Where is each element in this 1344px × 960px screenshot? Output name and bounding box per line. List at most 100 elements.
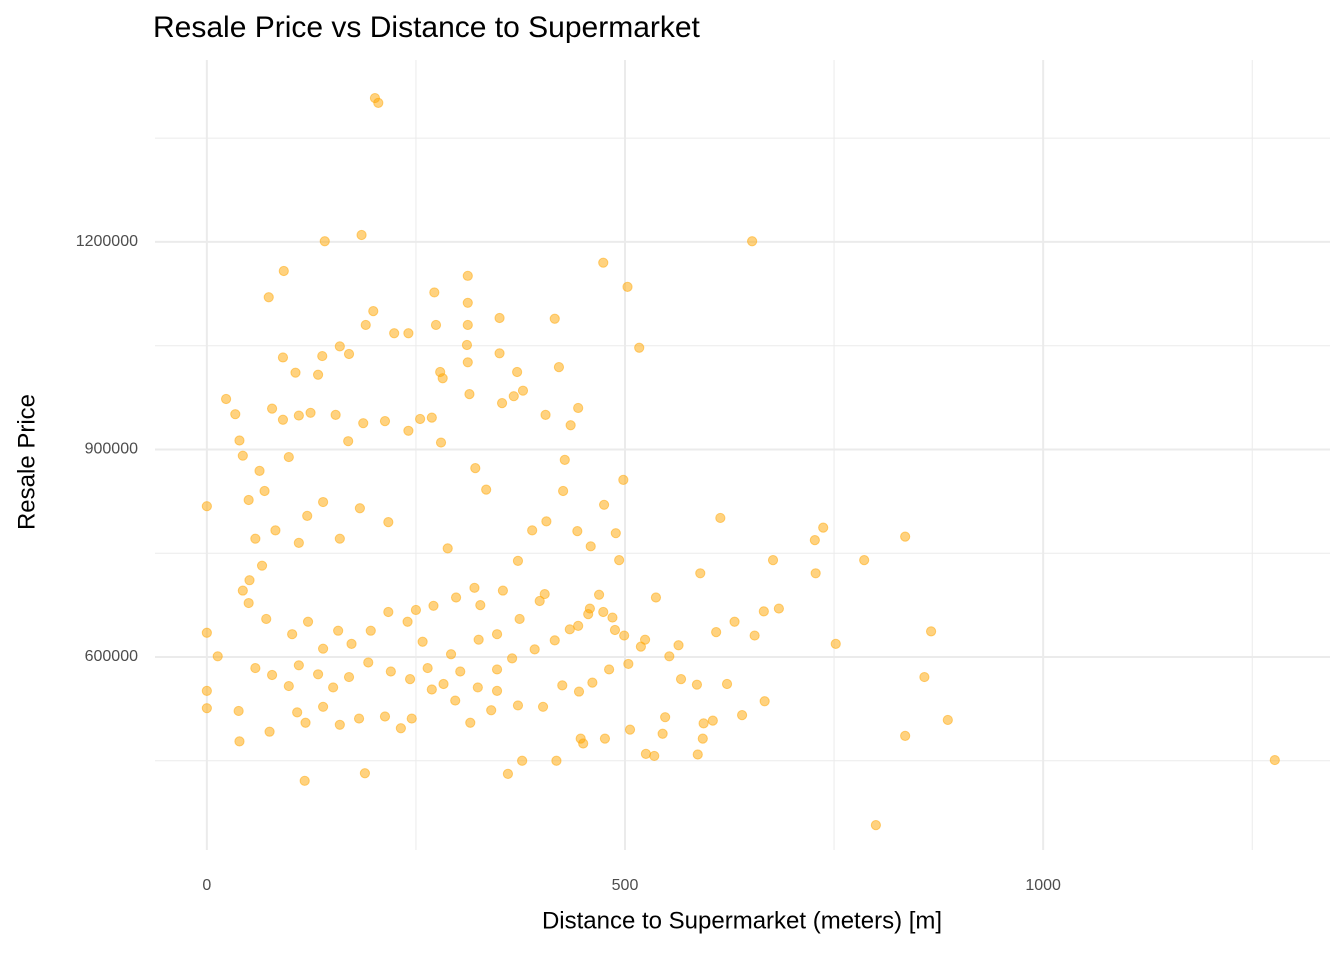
point xyxy=(429,287,440,298)
point xyxy=(870,819,881,831)
point xyxy=(512,555,524,566)
point xyxy=(470,463,481,474)
point xyxy=(506,653,518,664)
point xyxy=(462,357,473,368)
point xyxy=(572,525,583,537)
point xyxy=(585,541,596,552)
point xyxy=(573,620,584,631)
point xyxy=(410,604,422,616)
point xyxy=(379,416,391,427)
point xyxy=(557,680,568,691)
point xyxy=(859,555,870,566)
point xyxy=(312,369,324,380)
point xyxy=(462,270,473,281)
point xyxy=(438,678,449,690)
point xyxy=(450,695,461,706)
point xyxy=(333,625,344,636)
point xyxy=(512,366,523,378)
point xyxy=(319,236,330,247)
point xyxy=(305,407,316,418)
point xyxy=(283,680,294,692)
point xyxy=(383,606,394,618)
point xyxy=(491,685,503,696)
point xyxy=(395,723,406,734)
point xyxy=(553,362,565,373)
point xyxy=(312,669,324,680)
y-axis-title: Resale Price xyxy=(13,394,40,530)
point xyxy=(472,682,483,693)
point xyxy=(758,606,769,617)
point xyxy=(278,265,289,277)
point xyxy=(230,409,241,420)
point xyxy=(464,389,475,400)
point xyxy=(497,585,509,596)
point xyxy=(759,696,770,707)
point xyxy=(266,669,278,681)
point xyxy=(623,658,634,670)
point xyxy=(650,592,662,603)
point xyxy=(773,603,784,614)
point xyxy=(317,643,329,654)
point xyxy=(359,768,371,779)
point xyxy=(564,624,575,635)
point xyxy=(201,703,212,714)
point xyxy=(624,724,636,735)
point xyxy=(445,649,457,660)
point xyxy=(450,592,462,603)
y-tick-label: 900000 xyxy=(85,441,138,458)
point xyxy=(293,660,304,671)
point xyxy=(614,555,625,566)
x-tick-label: 1000 xyxy=(1025,877,1061,894)
point xyxy=(266,403,278,414)
x-tick-label: 0 xyxy=(202,877,211,894)
point xyxy=(302,510,313,521)
point xyxy=(259,485,270,497)
point xyxy=(462,319,473,331)
point xyxy=(373,97,384,108)
point xyxy=(346,638,357,649)
point xyxy=(491,629,503,640)
point xyxy=(512,700,524,711)
point xyxy=(942,714,953,726)
point xyxy=(368,306,379,317)
point xyxy=(442,543,453,554)
point xyxy=(649,750,660,762)
point xyxy=(201,685,212,696)
point xyxy=(264,726,275,737)
point xyxy=(657,728,668,739)
point xyxy=(549,635,560,646)
point xyxy=(598,606,609,618)
point xyxy=(383,517,394,528)
point xyxy=(317,496,329,508)
point xyxy=(607,612,618,623)
point xyxy=(697,733,708,744)
point xyxy=(534,595,545,607)
point xyxy=(692,749,703,760)
point xyxy=(558,485,569,497)
point xyxy=(293,410,304,421)
point xyxy=(417,636,428,647)
point xyxy=(491,664,503,675)
points xyxy=(201,92,1280,831)
point xyxy=(573,686,585,697)
point xyxy=(365,625,376,636)
chart-title: Resale Price vs Distance to Supermarket xyxy=(153,11,701,44)
point xyxy=(422,662,433,674)
point xyxy=(403,425,414,436)
point xyxy=(461,339,473,351)
point xyxy=(343,436,354,447)
point xyxy=(220,393,232,405)
point xyxy=(237,585,248,596)
point xyxy=(343,348,355,360)
point xyxy=(437,373,448,384)
grid xyxy=(155,60,1330,850)
point xyxy=(250,662,261,674)
point xyxy=(455,666,466,677)
point xyxy=(343,671,355,683)
point xyxy=(426,684,437,695)
point xyxy=(465,717,476,728)
point xyxy=(334,533,345,544)
point xyxy=(610,528,621,539)
point xyxy=(578,738,589,749)
